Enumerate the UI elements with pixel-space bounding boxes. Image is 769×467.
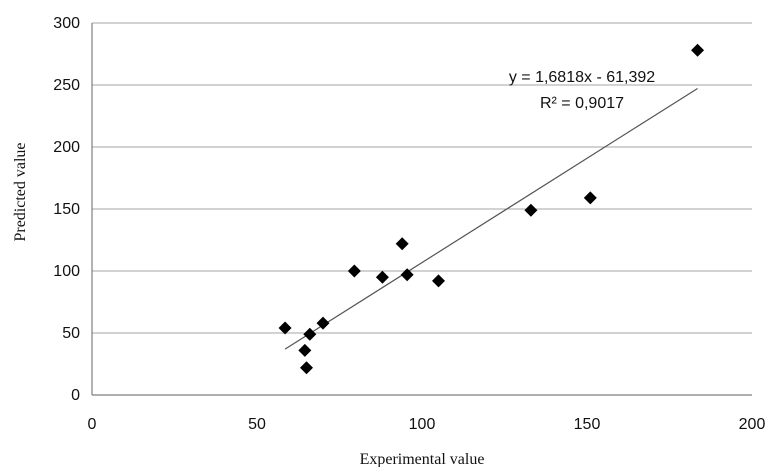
trend-line <box>284 87 698 350</box>
x-tick-labels: 0 50 100 150 200 <box>88 416 766 433</box>
axes <box>91 23 752 396</box>
data-point <box>300 361 313 375</box>
y-tick-label: 300 <box>53 15 80 32</box>
y-tick-label: 150 <box>53 201 80 218</box>
trend-equation: y = 1,6818x - 61,392 <box>509 69 655 86</box>
x-tick-label: 200 <box>739 416 766 433</box>
y-tick-labels: 0 50 100 150 200 250 300 <box>53 15 80 404</box>
data-point <box>691 43 705 57</box>
x-tick-label: 100 <box>409 416 436 433</box>
y-tick-label: 250 <box>53 77 80 94</box>
y-tick-label: 0 <box>71 387 80 404</box>
y-tick-label: 50 <box>62 325 80 342</box>
data-point <box>298 343 312 357</box>
y-tick-label: 200 <box>53 139 80 156</box>
y-axis-title: Predicted value <box>12 142 29 241</box>
gridlines <box>92 22 752 334</box>
data-point <box>347 264 361 278</box>
data-point <box>316 316 330 330</box>
x-tick-label: 150 <box>574 416 601 433</box>
data-point <box>303 327 317 341</box>
data-point <box>432 274 445 288</box>
data-point <box>524 203 538 217</box>
y-tick-label: 100 <box>53 263 80 280</box>
data-point <box>583 191 597 205</box>
x-tick-label: 50 <box>248 416 266 433</box>
x-tick-label: 0 <box>88 416 97 433</box>
data-point <box>395 237 409 251</box>
data-point <box>375 270 389 284</box>
data-points <box>278 43 705 375</box>
data-point <box>400 268 414 282</box>
data-point <box>278 321 292 335</box>
trend-r-squared: R² = 0,9017 <box>540 95 624 112</box>
x-axis-title: Experimental value <box>360 451 485 467</box>
